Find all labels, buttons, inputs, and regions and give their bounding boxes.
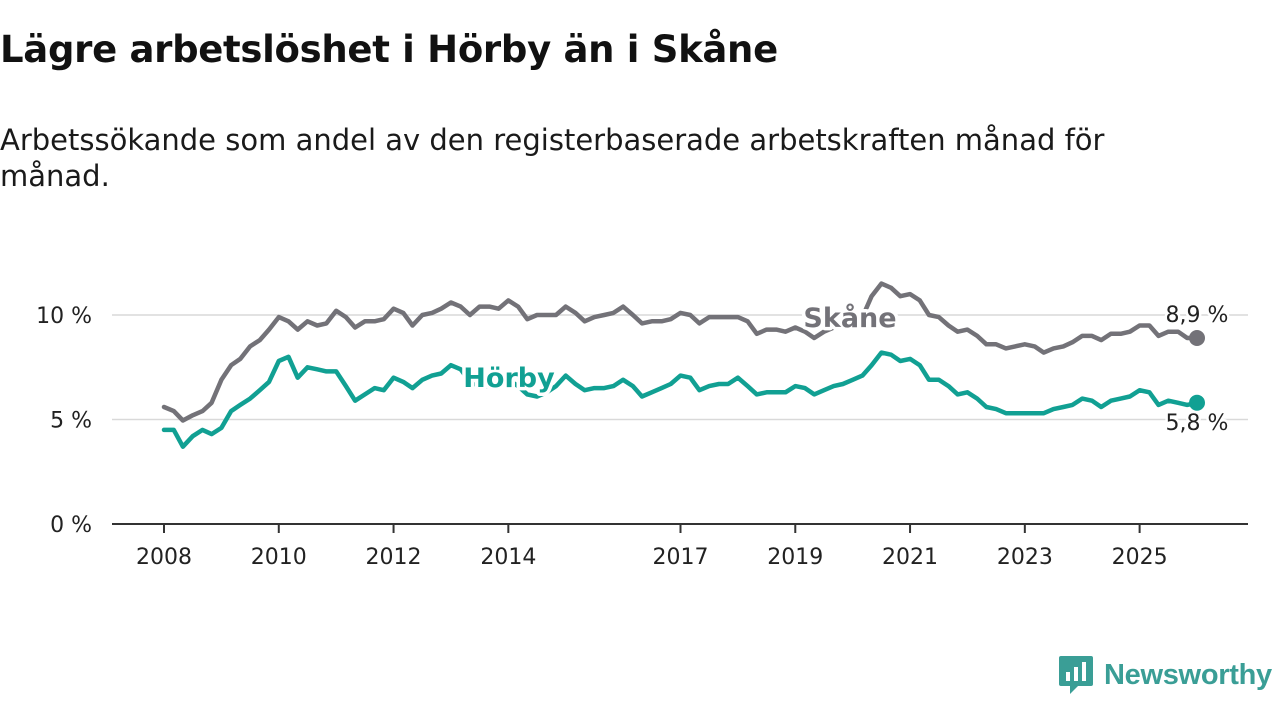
x-axis: 2008 2010 2012 2014 2017 2019 2021 2023 2025 <box>112 523 1248 570</box>
x-tick-label: 2010 <box>251 545 307 570</box>
chart-subtitle: Arbetssökande som andel av den registerb… <box>0 123 1105 193</box>
brand-name: Newsworthy <box>1104 658 1272 691</box>
newsworthy-logo-icon <box>1059 656 1093 694</box>
series-layer <box>161 281 1205 449</box>
series-line-horby <box>161 350 1200 449</box>
grid-layer: 0 % 5 % 10 % <box>36 304 1248 538</box>
end-label-skane: 8,9 % <box>1166 303 1229 328</box>
x-tick-label: 2025 <box>1112 545 1168 570</box>
series-end-marker <box>1189 394 1205 411</box>
x-tick-label: 2021 <box>882 545 938 570</box>
series-line-skane <box>161 281 1200 423</box>
y-tick-label: 0 % <box>50 513 92 538</box>
end-label-horby: 5,8 % <box>1166 411 1229 436</box>
series-end-marker <box>1189 329 1205 346</box>
newsworthy-logo: Newsworthy <box>1058 654 1272 696</box>
series-label-horby: Hörby <box>463 363 555 394</box>
chart-title: Lägre arbetslöshet i Hörby än i Skåne <box>0 28 778 71</box>
x-tick-label: 2014 <box>480 545 536 570</box>
y-tick-label: 5 % <box>50 409 92 434</box>
x-tick-label: 2012 <box>366 545 422 570</box>
x-tick-label: 2008 <box>136 545 192 570</box>
label-layer: Skåne Hörby 8,9 % 5,8 % <box>460 299 1231 439</box>
series-label-skane: Skåne <box>803 302 896 334</box>
y-tick-label: 10 % <box>36 304 92 329</box>
x-tick-label: 2017 <box>653 545 709 570</box>
x-tick-label: 2023 <box>997 545 1053 570</box>
x-tick-label: 2019 <box>767 545 823 570</box>
